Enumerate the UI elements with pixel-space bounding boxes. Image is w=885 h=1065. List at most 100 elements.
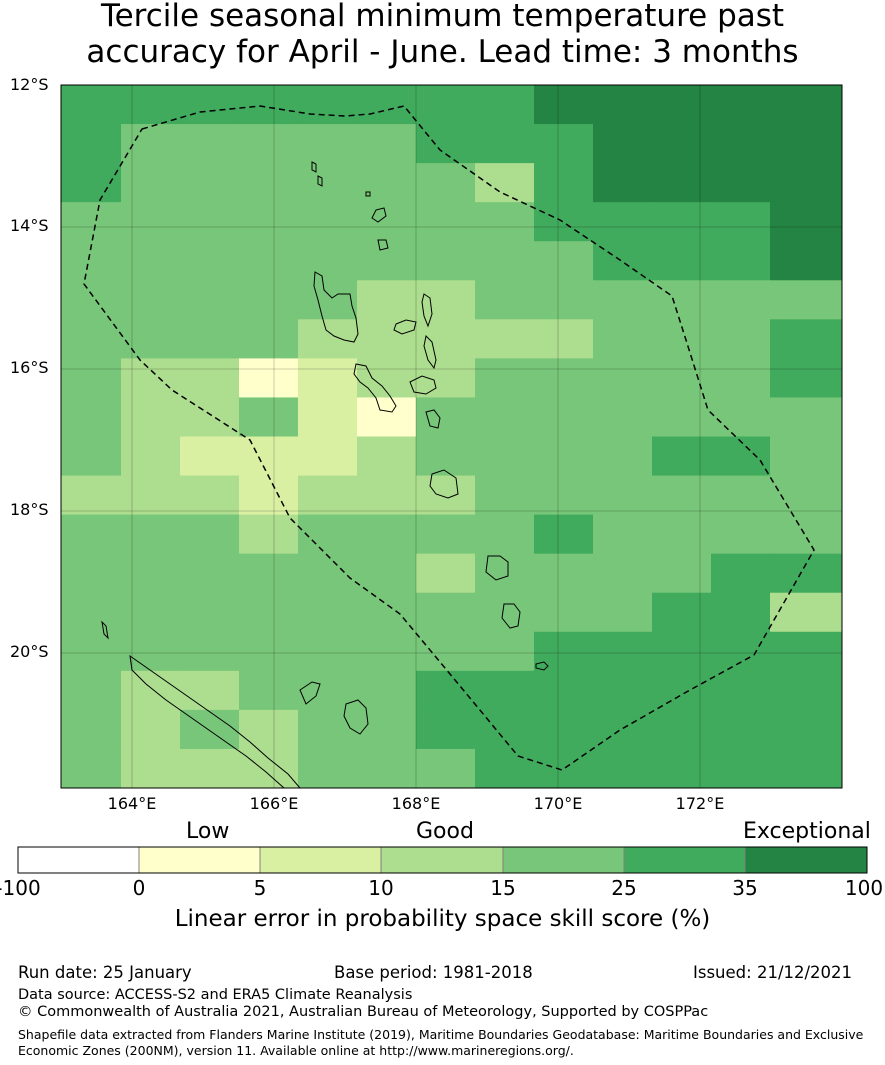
island-aoba (393, 319, 417, 335)
skill-cell (121, 397, 181, 437)
skill-cell (298, 85, 358, 125)
skill-cell (416, 631, 476, 672)
skill-cell (416, 124, 476, 164)
skill-cell (652, 280, 712, 320)
base-period: Base period: 1981-2018 (334, 963, 533, 982)
colorbar-bin-3 (259, 846, 382, 874)
skill-cell (239, 475, 299, 516)
skill-cell (534, 709, 594, 750)
island-tanna (501, 603, 521, 629)
skill-cell (298, 709, 358, 750)
skill-cell (593, 358, 653, 398)
island-epi (425, 409, 441, 429)
skill-cell (593, 124, 653, 164)
skill-cell (298, 436, 358, 477)
colorbar-tick: 5 (253, 876, 267, 900)
skill-cell (534, 85, 594, 125)
skill-cell (770, 397, 843, 437)
issued-date: Issued: 21/12/2021 (693, 963, 853, 982)
skill-cell (416, 709, 476, 750)
skill-cell (711, 670, 771, 711)
skill-cell (534, 280, 594, 320)
colorbar-tick: 100 (844, 876, 884, 900)
skill-cell (180, 241, 240, 281)
skill-cell (593, 202, 653, 242)
lon-label-164e: 164°E (107, 794, 157, 813)
skill-cell (357, 124, 417, 164)
skill-cell (475, 124, 535, 164)
category-label-good: Good (416, 819, 474, 844)
data-source: Data source: ACCESS-S2 and ERA5 Climate … (18, 987, 413, 1003)
colorbar-frame (17, 846, 868, 874)
lat-label-14s: 14°S (10, 216, 49, 235)
skill-cell (180, 319, 240, 359)
skill-cell (770, 358, 843, 398)
skill-cell (239, 436, 299, 477)
category-label-exceptional: Exceptional (743, 819, 871, 844)
skill-cell (475, 553, 535, 594)
skill-cell (711, 514, 771, 555)
skill-cell (593, 475, 653, 516)
island-banks-2 (377, 239, 389, 251)
skill-cell (298, 475, 358, 516)
skill-cell (61, 397, 122, 437)
skill-cell (121, 748, 181, 789)
island-aneityum (535, 661, 549, 671)
colorbar-tick: 15 (490, 876, 516, 900)
skill-cell (652, 202, 712, 242)
map-frame (60, 84, 843, 789)
skill-cell (770, 709, 843, 750)
run-date: Run date: 25 January (18, 963, 192, 982)
skill-cell (298, 631, 358, 672)
skill-cell (61, 163, 122, 203)
skill-cell (652, 358, 712, 398)
skill-cell (239, 670, 299, 711)
skill-cell (652, 436, 712, 477)
skill-cell (61, 670, 122, 711)
skill-cell (652, 241, 712, 281)
skill-cell (770, 436, 843, 477)
skill-cell (121, 709, 181, 750)
skill-cell (593, 436, 653, 477)
skill-cell (239, 319, 299, 359)
lon-label-166e: 166°E (249, 794, 299, 813)
skill-cell (357, 709, 417, 750)
skill-cell (770, 553, 843, 594)
skill-cell (416, 475, 476, 516)
skill-cell (180, 85, 240, 125)
skill-cell (239, 124, 299, 164)
skill-cell (652, 553, 712, 594)
skill-cell (475, 163, 535, 203)
skill-cell (534, 319, 594, 359)
skill-cell (770, 319, 843, 359)
island-loyalty-1 (343, 699, 369, 735)
skill-cell (416, 85, 476, 125)
island-maewo (421, 293, 433, 328)
skill-cell (593, 85, 653, 125)
skill-cell (652, 85, 712, 125)
skill-cell (180, 475, 240, 516)
skill-cell (61, 592, 122, 633)
colorbar-bin-7 (744, 846, 868, 874)
skill-cell (416, 241, 476, 281)
colorbar-tick: -100 (0, 876, 41, 900)
skill-cell (180, 124, 240, 164)
skill-cell (298, 514, 358, 555)
skill-cell (121, 553, 181, 594)
skill-cell (416, 358, 476, 398)
skill-cell (61, 202, 122, 242)
skill-cell (239, 202, 299, 242)
skill-cell (121, 241, 181, 281)
skill-cell (711, 202, 771, 242)
skill-cell (711, 358, 771, 398)
skill-cell (61, 514, 122, 555)
skill-cell (534, 436, 594, 477)
skill-cell (239, 280, 299, 320)
skill-cell (711, 475, 771, 516)
skill-cell (357, 592, 417, 633)
skill-cell (298, 319, 358, 359)
skill-cell (416, 163, 476, 203)
colorbar-tick: 25 (611, 876, 637, 900)
skill-cell (298, 358, 358, 398)
